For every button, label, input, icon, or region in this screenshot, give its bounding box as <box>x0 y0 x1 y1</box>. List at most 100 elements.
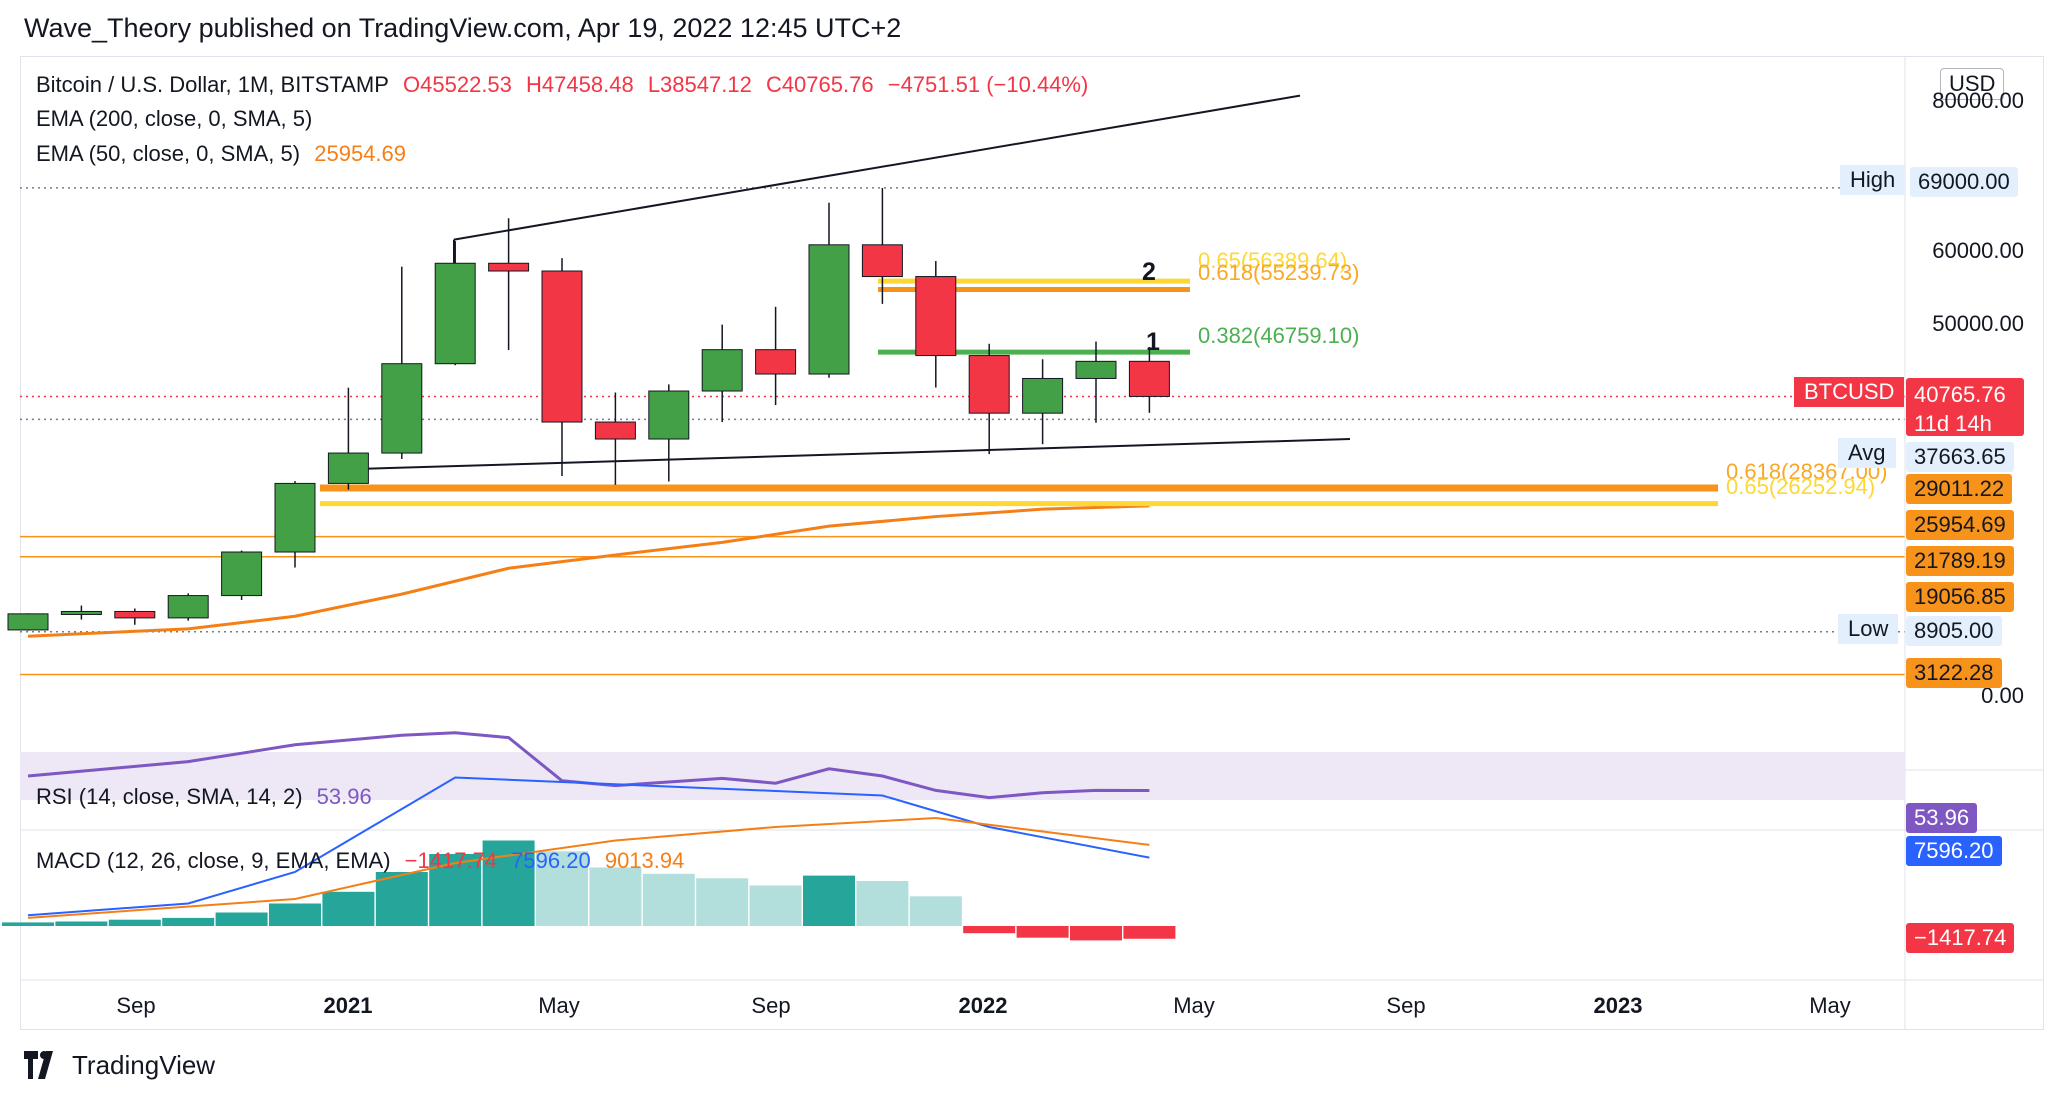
last-price-value: 40765.76 <box>1914 382 2006 407</box>
candle-body-2021-10 <box>808 244 850 375</box>
rsi-label: RSI (14, close, SMA, 14, 2) <box>36 784 303 809</box>
candle-body-2020-08 <box>60 610 102 615</box>
legend-close: C40765.76 <box>765 72 874 97</box>
macd-hist-bar-7 <box>375 872 428 926</box>
time-tick-6: Sep <box>1386 993 1426 1018</box>
candle-body-2021-12 <box>915 276 957 357</box>
ema50-value: 25954.69 <box>314 141 406 166</box>
wave-label-2: 2 <box>1142 258 1156 286</box>
macd-label: MACD (12, 26, close, 9, EMA, EMA) <box>36 848 391 873</box>
macd-hist-axis-value: −1417.74 <box>1906 923 2015 953</box>
symbol-badge: BTCUSD <box>1794 377 1905 407</box>
time-tick-4: 2022 <box>958 993 1008 1018</box>
brand-name: TradingView <box>72 1049 216 1080</box>
upper-trendline <box>453 94 1301 241</box>
fib-label-0618-upper: 0.618(55239.73) <box>1198 260 1360 285</box>
candle-body-2021-05 <box>541 270 583 423</box>
tradingview-logo-icon <box>24 1051 53 1079</box>
fib-label-065-upper: 0.65(56389.64) <box>1198 248 1348 273</box>
rsi-value: 53.96 <box>316 784 372 809</box>
avg-label: Avg <box>1838 438 1896 468</box>
currency-button[interactable]: USD <box>1940 68 2005 100</box>
high-value: 69000.00 <box>1910 167 2018 197</box>
candle-body-2021-08 <box>701 349 743 392</box>
last-price-badge: 40765.76 11d 14h <box>1906 378 2024 436</box>
low-value: 8905.00 <box>1906 616 2002 646</box>
time-tick-0: Sep <box>116 993 156 1018</box>
ema50-legend[interactable]: EMA (50, close, 0, SMA, 5) 25954.69 <box>36 141 414 167</box>
price-tick-60000: 60000.00 <box>1932 238 2024 263</box>
macd-line-value: 7596.20 <box>511 848 591 873</box>
level-19056: 19056.85 <box>1906 582 2014 612</box>
macd-hist-bar-5 <box>269 903 321 926</box>
macd-hist-bar-6 <box>322 891 375 926</box>
candle-body-2021-06 <box>594 421 636 440</box>
candle-body-2020-11 <box>221 551 263 597</box>
candle-body-2022-03 <box>1075 360 1117 379</box>
symbol-title: Bitcoin / U.S. Dollar, 1M, BITSTAMP <box>36 72 389 97</box>
macd-hist-bar-11 <box>589 867 642 926</box>
macd-hist-bar-12 <box>642 873 695 926</box>
rsi-line <box>27 731 1150 800</box>
macd-hist-bar-0 <box>2 922 54 926</box>
candle-body-2021-03 <box>434 262 476 365</box>
publisher-header: Wave_Theory published on TradingView.com… <box>0 0 2054 56</box>
candle-body-2021-11 <box>861 244 903 278</box>
wave-label-1: 1 <box>1146 328 1160 356</box>
macd-hist-bar-13 <box>696 878 749 926</box>
candle-body-2021-07 <box>648 390 690 440</box>
main-legend: Bitcoin / U.S. Dollar, 1M, BITSTAMP O455… <box>36 72 1096 98</box>
ema200-legend[interactable]: EMA (200, close, 0, SMA, 5) <box>36 106 320 132</box>
macd-signal-line <box>27 816 1150 919</box>
footer-brand[interactable]: TradingView <box>20 1045 215 1085</box>
legend-high: H47458.48 <box>526 72 634 97</box>
time-tick-2: May <box>538 993 580 1018</box>
rsi-axis-value: 53.96 <box>1906 803 1978 833</box>
time-tick-8: May <box>1809 993 1851 1018</box>
level-25954: 25954.69 <box>1906 510 2014 540</box>
chart-frame[interactable] <box>20 56 2044 1030</box>
macd-hist-bar-21 <box>1123 926 1176 939</box>
macd-hist-bar-17 <box>909 896 962 926</box>
time-tick-7: 2023 <box>1593 993 1643 1018</box>
avg-value: 37663.65 <box>1906 442 2014 472</box>
time-tick-5: May <box>1173 993 1215 1018</box>
macd-hist-bar-18 <box>963 926 1016 934</box>
macd-signal-value: 9013.94 <box>604 848 685 873</box>
macd-axis-value: 7596.20 <box>1906 836 2002 866</box>
rsi-legend[interactable]: RSI (14, close, SMA, 14, 2) 53.96 <box>36 784 380 810</box>
candle-body-2021-02 <box>381 363 423 454</box>
candle-body-2022-01 <box>968 355 1010 414</box>
macd-hist-bar-19 <box>1016 926 1069 938</box>
published-text: Wave_Theory published on TradingView.com… <box>24 13 902 43</box>
lower-trendline <box>347 438 1351 471</box>
macd-hist-value: −1417.74 <box>404 848 498 873</box>
rsi-band <box>20 752 1905 800</box>
legend-change: −4751.51 (−10.44%) <box>887 72 1089 97</box>
macd-hist-bar-20 <box>1070 926 1122 941</box>
candle-body-2022-02 <box>1022 377 1064 414</box>
price-tick-50000: 50000.00 <box>1932 311 2024 336</box>
macd-legend[interactable]: MACD (12, 26, close, 9, EMA, EMA) −1417.… <box>36 848 692 874</box>
candle-body-2022-04 <box>1128 360 1170 397</box>
macd-line <box>27 776 1150 917</box>
candle-body-2021-04 <box>488 262 530 272</box>
ema200-label: EMA (200, close, 0, SMA, 5) <box>36 106 313 131</box>
ema50-label: EMA (50, close, 0, SMA, 5) <box>36 141 301 166</box>
time-tick-1: 2021 <box>323 993 373 1018</box>
price-chart[interactable] <box>0 0 2054 1030</box>
macd-hist-bar-10 <box>536 851 588 926</box>
macd-hist-bar-14 <box>749 885 802 926</box>
macd-hist-bar-16 <box>856 881 909 926</box>
candle-body-2021-01 <box>327 452 369 484</box>
legend-open: O45522.53 <box>403 72 512 97</box>
time-tick-3: Sep <box>751 993 791 1018</box>
fib-label-065-lower: 0.65(26252.94) <box>1726 474 1876 499</box>
macd-hist-bar-4 <box>215 912 268 926</box>
legend-low: L38547.12 <box>647 72 752 97</box>
macd-hist-bar-2 <box>108 919 161 926</box>
macd-hist-bar-15 <box>803 875 855 926</box>
low-label: Low <box>1838 614 1899 644</box>
candle-body-2020-10 <box>167 595 209 619</box>
high-label: High <box>1840 165 1906 195</box>
